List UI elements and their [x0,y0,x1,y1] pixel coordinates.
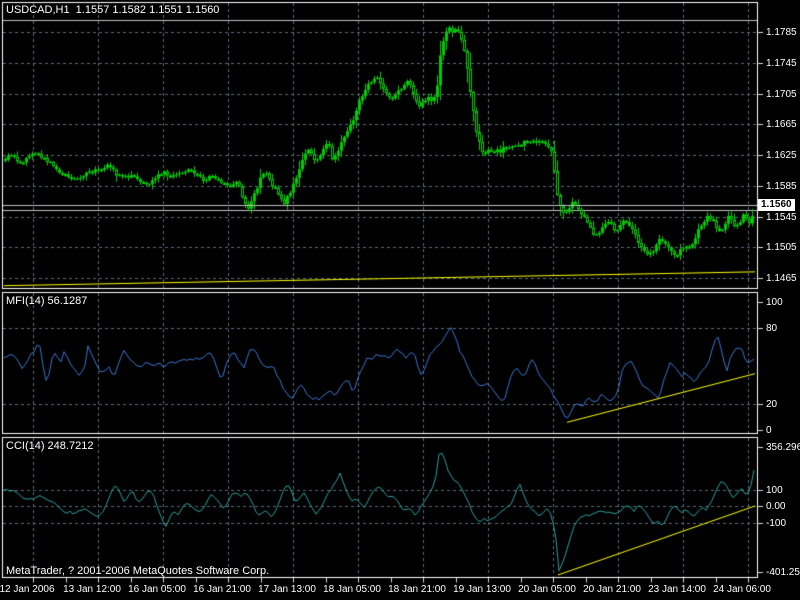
cci-axis-label: -401.255 [766,567,800,578]
current-price-tag: 1.1560 [758,199,795,211]
price-axis-label: 1.1665 [766,119,797,130]
price-axis-label: 1.1465 [766,273,797,284]
copyright-watermark: MetaTrader, ? 2001-2006 MetaQuotes Softw… [6,565,270,577]
price-axis-label: 1.1505 [766,242,797,253]
cci-axis-label: 100 [766,485,783,496]
time-axis-label: 16 Jan 05:00 [128,584,186,595]
price-axis-label: 1.1545 [766,212,797,223]
time-axis-label: 17 Jan 13:00 [258,584,316,595]
mfi-axis-label: 0 [766,425,772,436]
time-axis-label: 18 Jan 21:00 [388,584,446,595]
price-axis-label: 1.1745 [766,58,797,69]
time-axis-label: 20 Jan 05:00 [518,584,576,595]
cci-indicator-label: CCI(14) 248.7212 [6,440,94,452]
price-axis-label: 1.1705 [766,89,797,100]
price-axis-label: 1.1785 [766,27,797,38]
time-axis-label: 16 Jan 21:00 [193,584,251,595]
time-axis-label: 12 Jan 2006 [0,584,55,595]
time-axis-label: 13 Jan 12:00 [63,584,121,595]
cci-axis-label: 0.00 [766,501,786,512]
mfi-indicator-label: MFI(14) 56.1287 [6,295,88,307]
cci-axis-label: -100 [766,518,787,529]
mfi-axis-label: 20 [766,399,778,410]
mfi-axis-label: 80 [766,323,778,334]
cci-axis-label: 356.296 [766,442,800,453]
mfi-axis-label: 100 [766,297,783,308]
time-axis-label: 20 Jan 21:00 [583,584,641,595]
time-axis-label: 18 Jan 05:00 [323,584,381,595]
price-axis-label: 1.1585 [766,181,797,192]
time-axis-label: 24 Jan 06:00 [713,584,771,595]
price-axis-label: 1.1625 [766,150,797,161]
time-axis-label: 19 Jan 13:00 [453,584,511,595]
time-axis-label: 23 Jan 14:00 [648,584,706,595]
chart-title: USDCAD,H1 1.1557 1.1582 1.1551 1.1560 [6,4,220,16]
